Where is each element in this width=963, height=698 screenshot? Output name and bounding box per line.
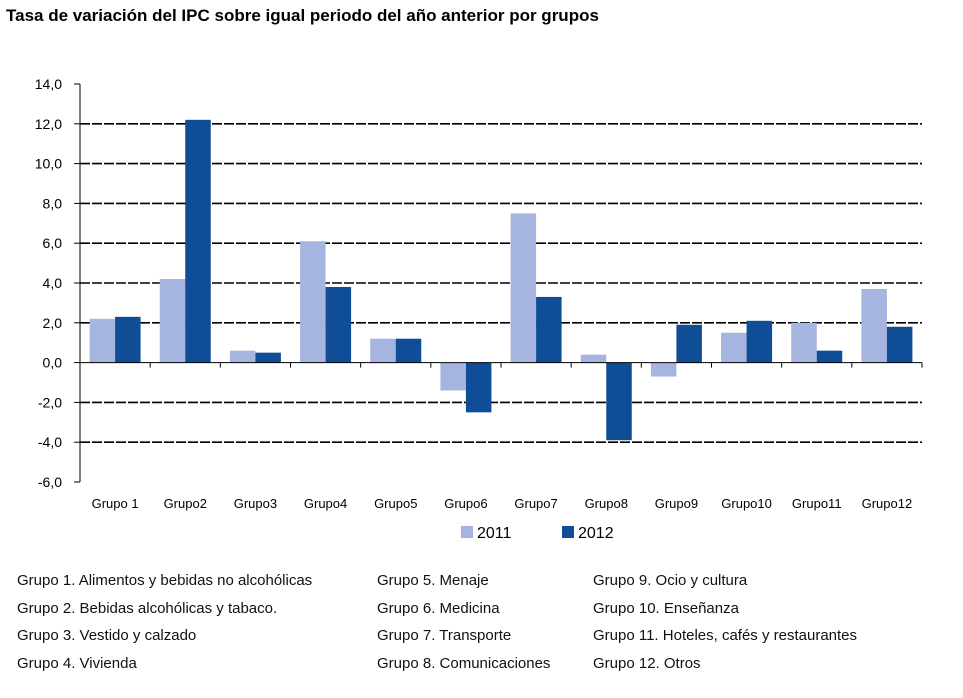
bar-2012-8 — [606, 362, 632, 441]
bar-2011-11 — [791, 322, 817, 363]
bar-2012-12 — [886, 326, 913, 363]
y-tick-label: 10,0 — [35, 156, 62, 172]
y-tick-label: 14,0 — [35, 76, 62, 92]
bar-2011-8 — [580, 354, 607, 363]
x-category-label: Grupo6 — [444, 496, 487, 511]
bar-2011-5 — [370, 338, 396, 363]
bar-2012-2 — [185, 119, 211, 363]
bar-2011-9 — [650, 362, 677, 377]
note-grupo-10: Grupo 10. Enseñanza — [593, 600, 739, 617]
note-grupo-9: Grupo 9. Ocio y cultura — [593, 572, 748, 589]
bar-chart: 14,012,010,08,06,04,02,00,0-2,0-4,0-6,0 … — [35, 76, 923, 542]
bar-2011-4 — [300, 241, 326, 363]
legend: 2011 2012 — [461, 525, 614, 542]
x-category-label: Grupo12 — [862, 496, 913, 511]
bar-2012-7 — [536, 296, 562, 363]
bar-2012-6 — [465, 362, 492, 413]
bar-2012-10 — [746, 320, 773, 363]
y-tick-labels: 14,0 12,0 10,0 8,0 6,0 4,0 2,0 0,0 -2,0 -4,0 -6,0 — [35, 76, 62, 490]
note-grupo-11: Grupo 11. Hoteles, cafés y restaurantes — [593, 627, 858, 644]
bar-2012-1 — [115, 316, 141, 363]
note-grupo-5: Grupo 5. Menaje — [377, 572, 489, 589]
y-tick-label: 2,0 — [43, 315, 63, 331]
y-tick-label: 6,0 — [43, 235, 63, 251]
bar-2011-6 — [440, 362, 466, 391]
group-notes: Grupo 1. Alimentos y bebidas no alcohóli… — [0, 566, 963, 696]
grid-lines — [80, 123, 922, 444]
x-category-label: Grupo 1 — [92, 496, 139, 511]
x-category-label: Grupo10 — [721, 496, 772, 511]
bar-2011-12 — [861, 288, 887, 363]
bar-2011-3 — [229, 350, 256, 363]
x-category-label: Grupo3 — [234, 496, 277, 511]
bar-2012-3 — [255, 352, 281, 363]
bar-2012-9 — [676, 324, 702, 363]
bar-2011-7 — [510, 213, 537, 363]
y-tick-label: -6,0 — [38, 474, 62, 490]
y-tick-label: 12,0 — [35, 116, 62, 132]
bar-2012-4 — [325, 286, 352, 363]
x-category-label: Grupo2 — [164, 496, 207, 511]
x-category-label: Grupo9 — [655, 496, 698, 511]
note-grupo-12: Grupo 12. Otros — [593, 655, 701, 672]
note-grupo-7: Grupo 7. Transporte — [377, 627, 512, 644]
x-category-label: Grupo7 — [514, 496, 557, 511]
y-tick-label: 8,0 — [43, 195, 63, 211]
axes — [74, 83, 923, 483]
legend-swatch-2012 — [562, 526, 574, 538]
bar-2011-2 — [159, 279, 186, 363]
bars — [89, 119, 913, 441]
x-category-labels: Grupo 1 Grupo2 Grupo3 Grupo4 Grupo5 Grupo6 Gru… — [92, 496, 913, 511]
note-grupo-4: Grupo 4. Vivienda — [17, 655, 137, 672]
x-category-label: Grupo5 — [374, 496, 417, 511]
bar-2012-5 — [395, 338, 422, 363]
y-tick-label: -2,0 — [38, 394, 62, 410]
bar-2012-11 — [816, 350, 843, 363]
legend-label-2011: 2011 — [477, 525, 512, 542]
legend-label-2012: 2012 — [578, 525, 614, 542]
note-grupo-6: Grupo 6. Medicina — [377, 600, 500, 617]
y-tick-label: -4,0 — [38, 434, 62, 450]
note-grupo-8: Grupo 8. Comunicaciones — [377, 655, 551, 672]
y-tick-label: 0,0 — [43, 355, 63, 371]
y-tick-label: 4,0 — [43, 275, 63, 291]
chart-title: Tasa de variación del IPC sobre igual pe… — [6, 6, 599, 25]
x-category-label: Grupo11 — [792, 496, 842, 511]
note-grupo-2: Grupo 2. Bebidas alcohólicas y tabaco. — [17, 600, 278, 617]
x-category-label: Grupo8 — [585, 496, 628, 511]
note-grupo-1: Grupo 1. Alimentos y bebidas no alcohóli… — [17, 572, 313, 589]
x-category-label: Grupo4 — [304, 496, 347, 511]
bar-2011-1 — [89, 318, 116, 363]
bar-2011-10 — [721, 332, 747, 363]
legend-swatch-2011 — [461, 526, 473, 538]
note-grupo-3: Grupo 3. Vestido y calzado — [17, 627, 197, 644]
